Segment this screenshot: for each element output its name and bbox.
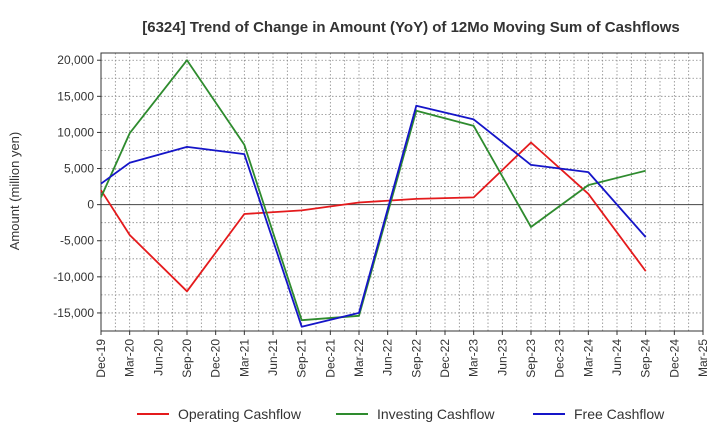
y-tick-label: 5,000 xyxy=(64,162,94,176)
x-tick-label: Dec-24 xyxy=(667,339,681,378)
x-tick-label: Jun-23 xyxy=(495,339,509,376)
x-tick-label: Mar-25 xyxy=(696,339,710,377)
x-tick-label: Sep-20 xyxy=(180,339,194,378)
y-tick-label: -10,000 xyxy=(53,270,94,284)
series-line-operating-cashflow xyxy=(100,141,647,293)
x-tick-label: Dec-20 xyxy=(209,339,223,378)
x-tick-label: Mar-21 xyxy=(237,339,251,377)
chart-title: [6324] Trend of Change in Amount (YoY) o… xyxy=(142,19,680,36)
legend-label: Free Cashflow xyxy=(574,406,665,422)
y-tick-label: 20,000 xyxy=(57,53,94,67)
grid xyxy=(101,53,703,331)
y-tick-label: -15,000 xyxy=(53,306,94,320)
x-tick-label: Dec-22 xyxy=(438,339,452,378)
x-tick-label: Dec-19 xyxy=(94,339,108,378)
legend: Operating Cashflow Investing Cashflow Free… xyxy=(137,406,665,422)
x-tick-label: Mar-23 xyxy=(467,339,481,377)
series-line-free-cashflow xyxy=(100,104,647,328)
x-tick-label: Dec-21 xyxy=(323,339,337,378)
x-tick-label: Sep-24 xyxy=(639,339,653,378)
y-tick-label: -5,000 xyxy=(60,234,94,248)
x-tick-label: Jun-22 xyxy=(381,339,395,376)
x-tick-label: Mar-22 xyxy=(352,339,366,377)
x-tick-label: Sep-22 xyxy=(409,339,423,378)
y-tick-label: 15,000 xyxy=(57,89,94,103)
y-axis-label: Amount (million yen) xyxy=(7,132,22,251)
x-tick-label: Mar-20 xyxy=(123,339,137,377)
series xyxy=(100,59,647,328)
x-tick-label: Sep-23 xyxy=(524,339,538,378)
legend-label: Investing Cashflow xyxy=(377,406,495,422)
x-ticks: Dec-19 Mar-20 Jun-20 Sep-20 Dec-20 Mar-21 Jun-… xyxy=(94,331,710,378)
x-tick-label: Dec-23 xyxy=(553,339,567,378)
legend-label: Operating Cashflow xyxy=(178,406,302,422)
x-tick-label: Jun-21 xyxy=(266,339,280,376)
x-tick-label: Mar-24 xyxy=(581,339,595,377)
y-tick-label: 10,000 xyxy=(57,125,94,139)
y-tick-label: 0 xyxy=(87,198,94,212)
plot-frame xyxy=(100,52,704,332)
x-tick-label: Jun-24 xyxy=(610,339,624,376)
x-tick-label: Sep-21 xyxy=(295,339,309,378)
series-line-investing-cashflow xyxy=(100,59,646,322)
x-tick-label: Jun-20 xyxy=(151,339,165,376)
y-ticks: -15,000 -10,000 -5,000 0 5,000 10,000 15,000 20… xyxy=(53,53,101,320)
